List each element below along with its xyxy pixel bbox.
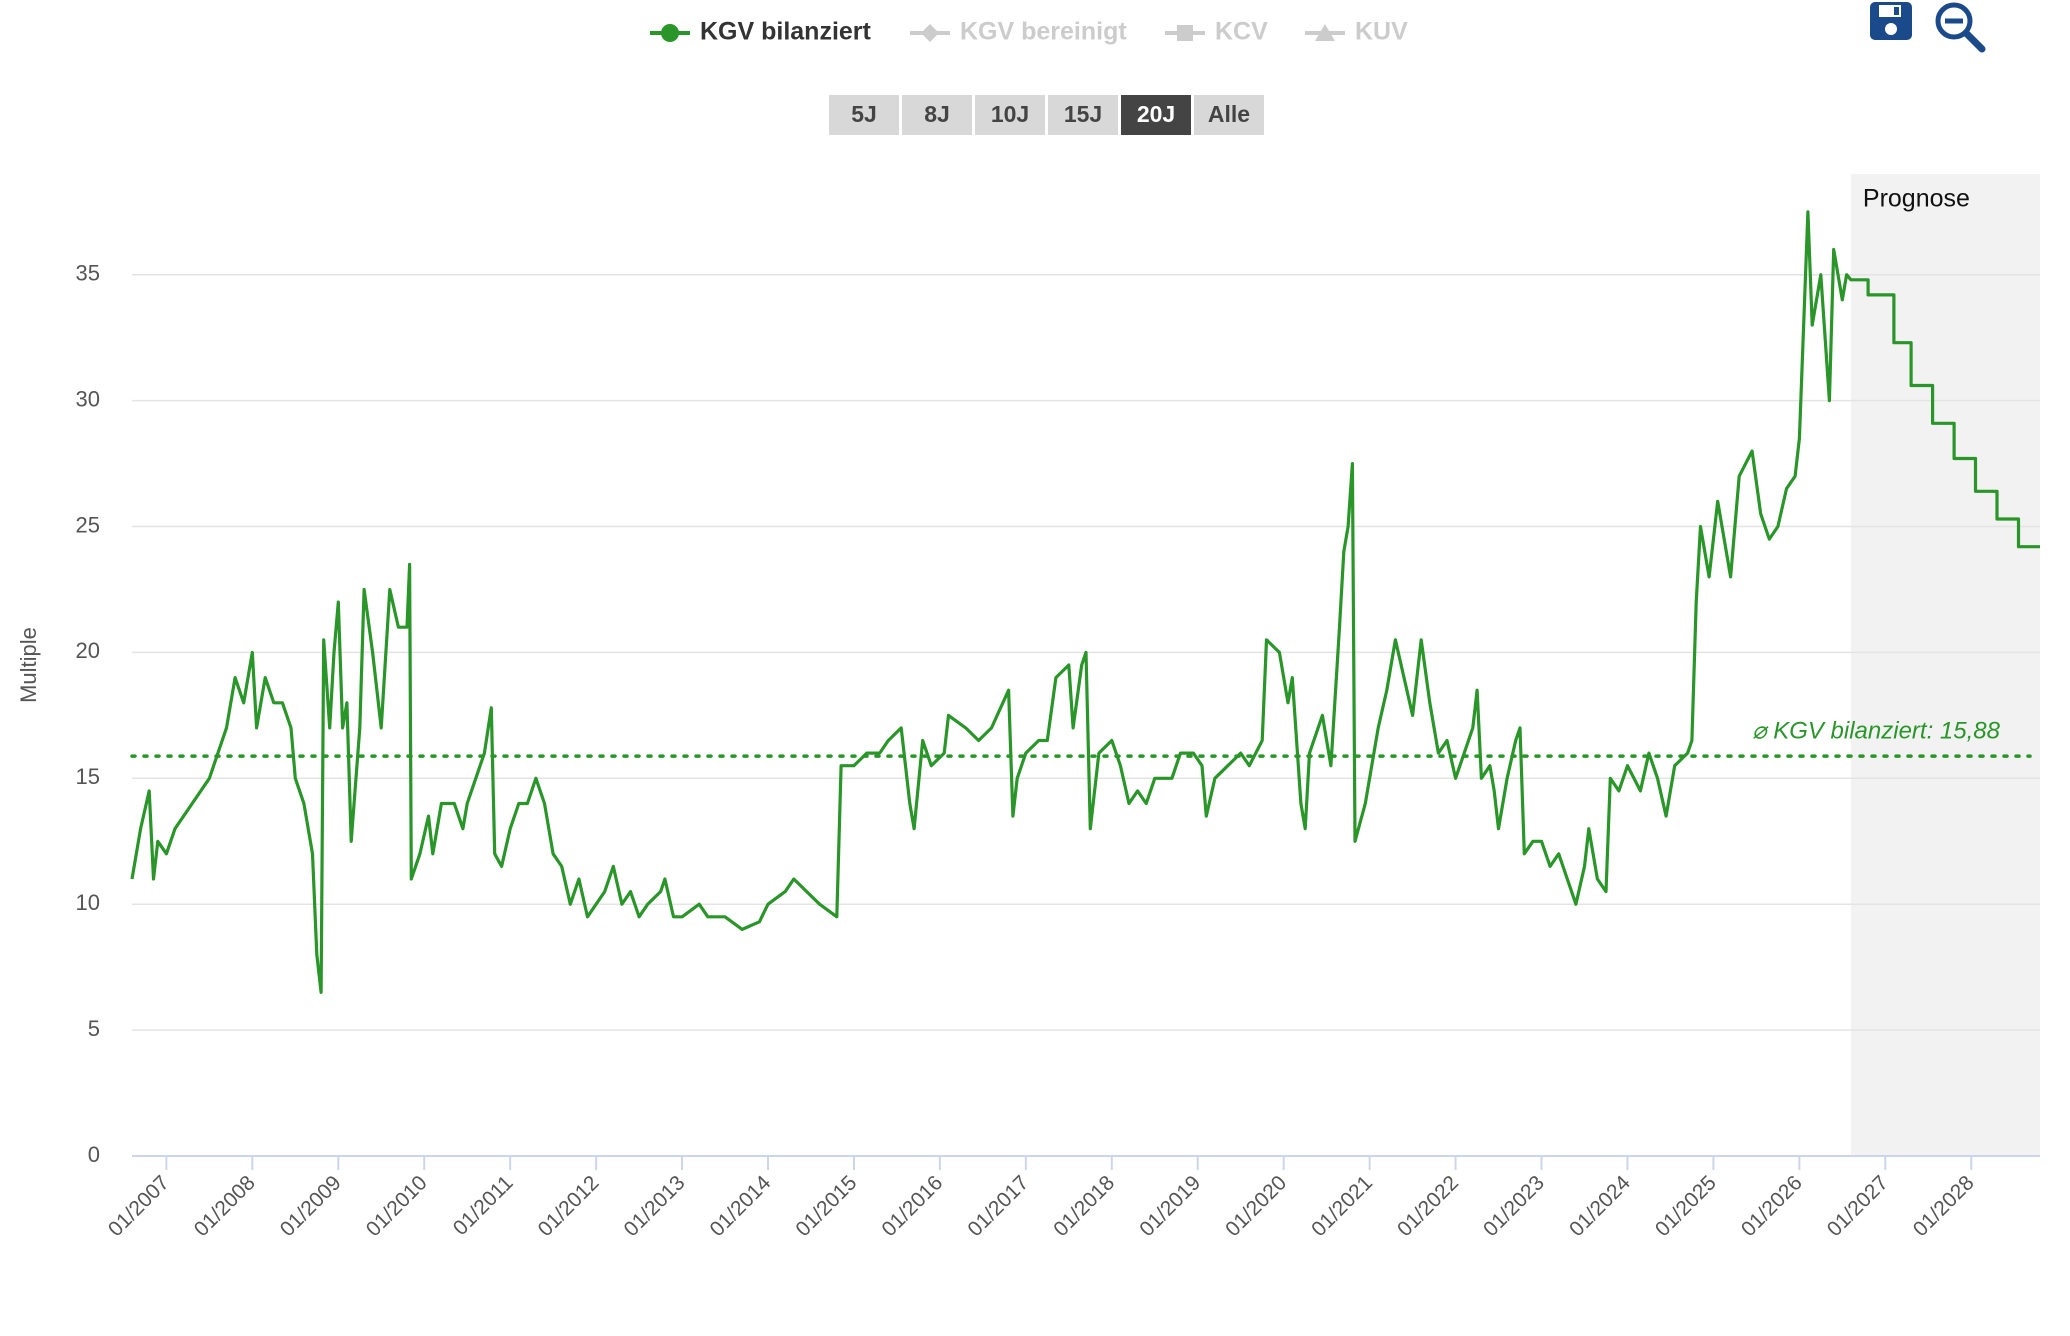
x-tick-label: 01/2024 [1565,1171,1635,1241]
range-button[interactable] [829,95,899,135]
zoom-out-icon[interactable] [1935,2,1986,53]
range-button[interactable] [1121,95,1191,135]
forecast-band [1850,174,2040,1156]
legend-marker [921,24,939,42]
x-tick-label: 01/2022 [1393,1171,1463,1241]
legend-label[interactable]: KUV [1355,18,1408,46]
x-tick-label: 01/2019 [1135,1171,1205,1241]
x-tick-label: 01/2013 [620,1171,690,1241]
x-tick-label: 01/2011 [449,1171,518,1240]
range-button[interactable] [975,95,1045,135]
save-icon[interactable] [1870,2,1912,40]
x-tick-label: 01/2021 [1307,1171,1377,1241]
y-tick-label: 15 [76,764,100,789]
toolbar [1870,2,1986,53]
y-tick-label: 10 [76,890,100,915]
y-tick-label: 0 [88,1142,100,1167]
data-line [130,210,2040,994]
y-axis-label: Multiple [16,627,41,703]
y-tick-label: 25 [76,512,100,537]
x-tick-label: 01/2023 [1479,1171,1549,1241]
range-button-label[interactable]: 8J [924,101,950,127]
x-tick-label: 01/2025 [1651,1171,1721,1241]
y-tick-label: 30 [76,386,100,411]
x-tick-label: 01/2017 [963,1171,1033,1241]
legend-label[interactable]: KGV bereinigt [960,18,1127,46]
x-tick-label: 01/2010 [362,1171,432,1241]
x-tick-label: 01/2026 [1737,1171,1807,1241]
legend-marker [1315,24,1335,41]
x-tick-label: 01/2007 [104,1171,174,1241]
y-tick-label: 35 [76,261,100,286]
x-tick-label: 01/2009 [276,1171,346,1241]
legend-marker [661,24,679,42]
y-tick-label: 20 [76,638,100,663]
legend-label[interactable]: KCV [1215,18,1268,46]
range-button[interactable] [902,95,972,135]
x-tick-label: 01/2027 [1823,1171,1893,1241]
range-button-label[interactable]: 20J [1137,101,1175,127]
x-tick-label: 01/2016 [877,1171,947,1241]
x-tick-label: 01/2015 [791,1171,861,1241]
average-label: ⌀ KGV bilanziert: 15,88 [1752,717,2001,744]
range-button-label[interactable]: 15J [1064,101,1102,127]
x-tick-label: 01/2008 [190,1171,260,1241]
forecast-label: Prognose [1863,185,1970,213]
range-button-label[interactable]: Alle [1208,101,1250,127]
x-tick-label: 01/2014 [706,1171,776,1241]
x-tick-label: 01/2012 [534,1171,604,1241]
range-button-label[interactable]: 5J [851,101,877,127]
range-button[interactable] [1048,95,1118,135]
x-tick-label: 01/2018 [1049,1171,1119,1241]
range-button[interactable] [1194,95,1264,135]
legend-label[interactable]: KGV bilanziert [700,18,872,46]
x-tick-label: 01/2020 [1221,1171,1291,1241]
y-tick-label: 5 [88,1016,100,1041]
legend-marker [1177,25,1193,41]
x-tick-label: 01/2028 [1909,1171,1979,1241]
range-button-label[interactable]: 10J [991,101,1029,127]
